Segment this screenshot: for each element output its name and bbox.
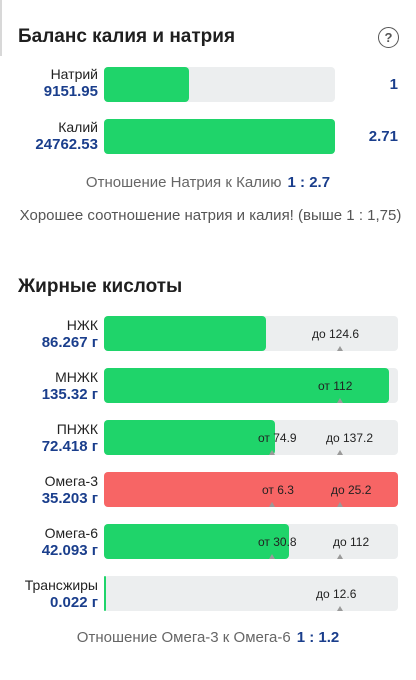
omega-ratio-value: 1 : 1.2 bbox=[296, 629, 340, 646]
fatty-acid-value: 35.203 г bbox=[41, 490, 98, 507]
fa-row-2-label: ПНЖК 72.418 г bbox=[0, 421, 98, 455]
target-max-tick-icon bbox=[337, 502, 343, 507]
section-title-fatty-acids: Жирные кислоты bbox=[18, 276, 183, 297]
target-max-tick-icon bbox=[337, 346, 343, 351]
fatty-acid-bar-fill bbox=[104, 524, 289, 559]
fatty-acid-value: 0.022 г bbox=[50, 594, 98, 611]
target-max-tick-icon bbox=[337, 554, 343, 559]
left-edge-divider bbox=[0, 0, 2, 56]
fatty-acid-value: 42.093 г bbox=[41, 542, 98, 559]
fatty-acid-bar bbox=[104, 576, 398, 611]
fatty-acid-name: МНЖК bbox=[55, 369, 98, 385]
fa-row-0-label: НЖК 86.267 г bbox=[0, 317, 98, 351]
target-min-tick-icon bbox=[337, 398, 343, 403]
potassium-label: Калий 24762.53 bbox=[0, 119, 98, 153]
question-circle-icon[interactable]: ? bbox=[378, 27, 399, 48]
fatty-acid-name: Трансжиры bbox=[24, 577, 98, 593]
fatty-acid-value: 86.267 г bbox=[41, 334, 98, 351]
sodium-value: 9151.95 bbox=[43, 83, 98, 100]
sodium-name: Натрий bbox=[50, 66, 98, 82]
sodium-label: Натрий 9151.95 bbox=[0, 66, 98, 100]
fa-row-4-label: Омега-6 42.093 г bbox=[0, 525, 98, 559]
balance-message: Хорошее соотношение натрия и калия! (выш… bbox=[19, 207, 402, 224]
target-min-tick-icon bbox=[269, 502, 275, 507]
potassium-bar-fill bbox=[104, 119, 335, 154]
fa-row-1-label: МНЖК 135.32 г bbox=[0, 369, 98, 403]
target-max-label: до 112 bbox=[333, 535, 370, 549]
potassium-name: Калий bbox=[58, 119, 98, 135]
target-min-tick-icon bbox=[269, 554, 275, 559]
target-max-label: до 137.2 bbox=[326, 431, 374, 445]
target-max-label: до 25.2 bbox=[331, 483, 372, 497]
target-max-tick-icon bbox=[337, 606, 343, 611]
fatty-acid-bar-fill bbox=[104, 576, 106, 611]
sodium-potassium-ratio: Отношение Натрия к Калию 1 : 2.7 bbox=[0, 174, 416, 191]
fatty-acid-bar-fill bbox=[104, 420, 275, 455]
fatty-acid-bar-fill bbox=[104, 316, 266, 351]
fatty-acid-value: 135.32 г bbox=[41, 386, 98, 403]
fa-row-5-label: Трансжиры 0.022 г bbox=[0, 577, 98, 611]
sodium-ratio-value: 1 bbox=[389, 76, 398, 93]
target-min-tick-icon bbox=[269, 450, 275, 455]
sodium-bar-fill bbox=[104, 67, 189, 102]
fatty-acid-bar-fill bbox=[104, 472, 398, 507]
target-min-label: от 30.8 bbox=[258, 535, 297, 549]
target-max-tick-icon bbox=[337, 450, 343, 455]
ratio-label: Отношение Натрия к Калию bbox=[85, 174, 282, 191]
omega-ratio: Отношение Омега-3 к Омега-6 1 : 1.2 bbox=[0, 629, 416, 646]
potassium-ratio-value: 2.71 bbox=[368, 128, 398, 145]
target-max-label: до 124.6 bbox=[312, 327, 360, 341]
section-title-balance: Баланс калия и натрия bbox=[18, 26, 236, 47]
fatty-acid-name: Омега-3 bbox=[44, 473, 98, 489]
fatty-acid-name: ПНЖК bbox=[56, 421, 98, 437]
fa-row-3-label: Омега-3 35.203 г bbox=[0, 473, 98, 507]
fatty-acid-bar-fill bbox=[104, 368, 389, 403]
potassium-value: 24762.53 bbox=[35, 136, 98, 153]
fatty-acid-name: НЖК bbox=[66, 317, 98, 333]
fatty-acid-value: 72.418 г bbox=[41, 438, 98, 455]
target-min-label: от 6.3 bbox=[262, 483, 294, 497]
target-max-label: до 12.6 bbox=[316, 587, 357, 601]
omega-ratio-label: Отношение Омега-3 к Омега-6 bbox=[76, 629, 291, 646]
target-min-label: от 112 bbox=[318, 379, 353, 393]
fatty-acid-name: Омега-6 bbox=[44, 525, 98, 541]
ratio-value: 1 : 2.7 bbox=[287, 174, 331, 191]
target-min-label: от 74.9 bbox=[258, 431, 297, 445]
